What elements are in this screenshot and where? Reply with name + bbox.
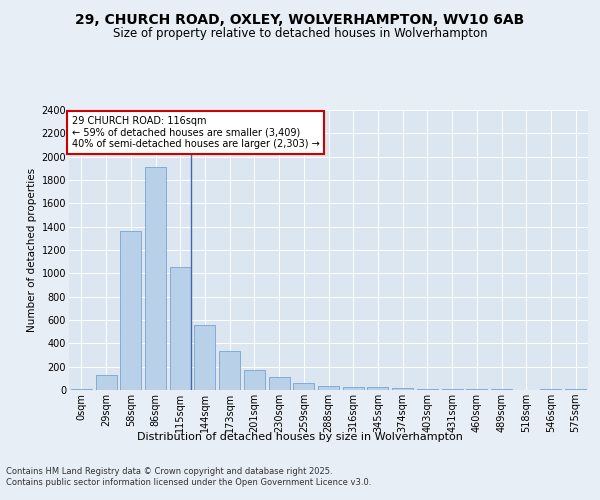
Text: Contains HM Land Registry data © Crown copyright and database right 2025.
Contai: Contains HM Land Registry data © Crown c… [6,468,371,487]
Bar [343,386,364,390]
Bar [145,167,166,390]
Bar [219,351,240,390]
Bar [269,377,290,390]
Bar [170,267,191,390]
Text: Size of property relative to detached houses in Wolverhampton: Size of property relative to detached ho… [113,28,487,40]
Bar [95,375,116,390]
Bar [244,370,265,390]
Text: 29 CHURCH ROAD: 116sqm
← 59% of detached houses are smaller (3,409)
40% of semi-: 29 CHURCH ROAD: 116sqm ← 59% of detached… [71,116,319,149]
Text: Distribution of detached houses by size in Wolverhampton: Distribution of detached houses by size … [137,432,463,442]
Bar [442,389,463,390]
Bar [120,232,141,390]
Bar [194,324,215,390]
Bar [318,386,339,390]
Y-axis label: Number of detached properties: Number of detached properties [28,168,37,332]
Bar [293,383,314,390]
Bar [565,389,586,390]
Bar [392,388,413,390]
Bar [367,387,388,390]
Text: 29, CHURCH ROAD, OXLEY, WOLVERHAMPTON, WV10 6AB: 29, CHURCH ROAD, OXLEY, WOLVERHAMPTON, W… [76,12,524,26]
